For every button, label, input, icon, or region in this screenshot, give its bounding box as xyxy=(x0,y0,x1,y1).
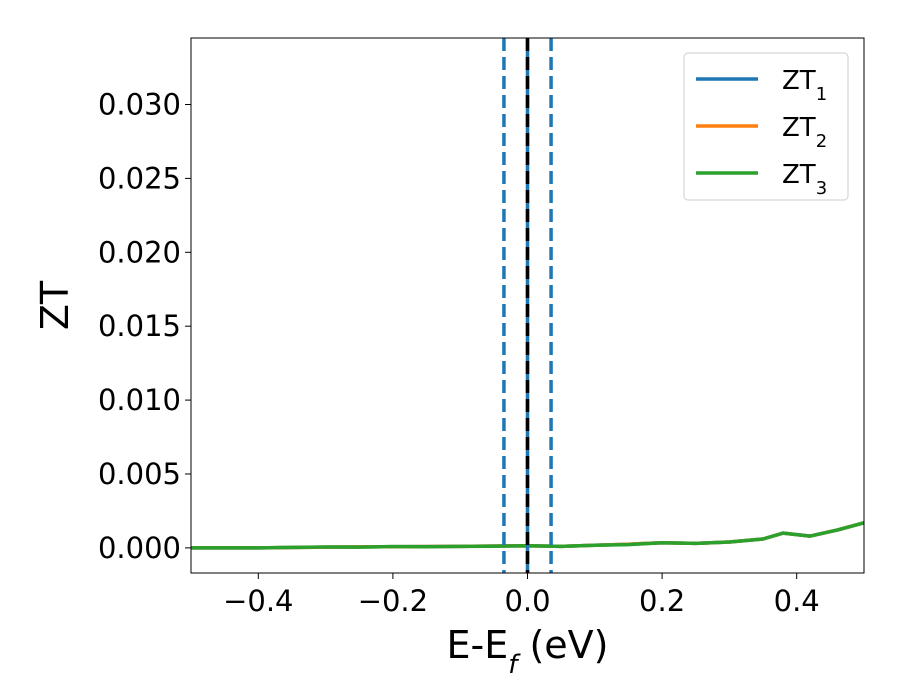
y-tick-label: 0.005 xyxy=(98,457,181,491)
y-tick-label: 0.025 xyxy=(98,161,181,195)
legend-label-base: ZT xyxy=(782,160,816,190)
y-tick-label: 0.010 xyxy=(98,383,181,417)
legend-label: ZT3 xyxy=(782,160,827,199)
legend-label-base: ZT xyxy=(782,113,816,143)
y-tick-label: 0.030 xyxy=(98,88,181,122)
x-tick-label: −0.2 xyxy=(358,584,428,618)
x-tick-label: −0.4 xyxy=(223,584,293,618)
y-tick-label: 0.000 xyxy=(98,531,181,565)
legend-label-sub: 3 xyxy=(816,178,827,199)
x-axis-label: E-Ef (eV) xyxy=(447,623,609,680)
x-label-base: E-E xyxy=(447,623,509,667)
x-axis-ticks: −0.4 −0.2 0.0 0.2 0.4 xyxy=(223,573,820,618)
y-axis-ticks: 0.000 0.005 0.010 0.015 0.020 0.025 0.030 xyxy=(98,88,191,565)
x-tick-label: 0.2 xyxy=(639,584,685,618)
plot-area xyxy=(191,38,864,573)
x-tick-label: 0.4 xyxy=(774,584,820,618)
legend-label: ZT1 xyxy=(782,66,827,105)
x-label-suffix: (eV) xyxy=(517,623,608,667)
y-tick-label: 0.015 xyxy=(98,309,181,343)
legend-label-sub: 1 xyxy=(816,84,827,105)
legend-label-sub: 2 xyxy=(816,131,827,152)
series-line-zt3 xyxy=(191,521,864,550)
x-tick-label: 0.0 xyxy=(504,584,550,618)
y-axis-label: ZT xyxy=(33,280,77,330)
legend-box xyxy=(683,52,849,201)
y-tick-label: 0.020 xyxy=(98,235,181,269)
legend-label-base: ZT xyxy=(782,66,816,96)
legend-label: ZT2 xyxy=(782,113,827,152)
